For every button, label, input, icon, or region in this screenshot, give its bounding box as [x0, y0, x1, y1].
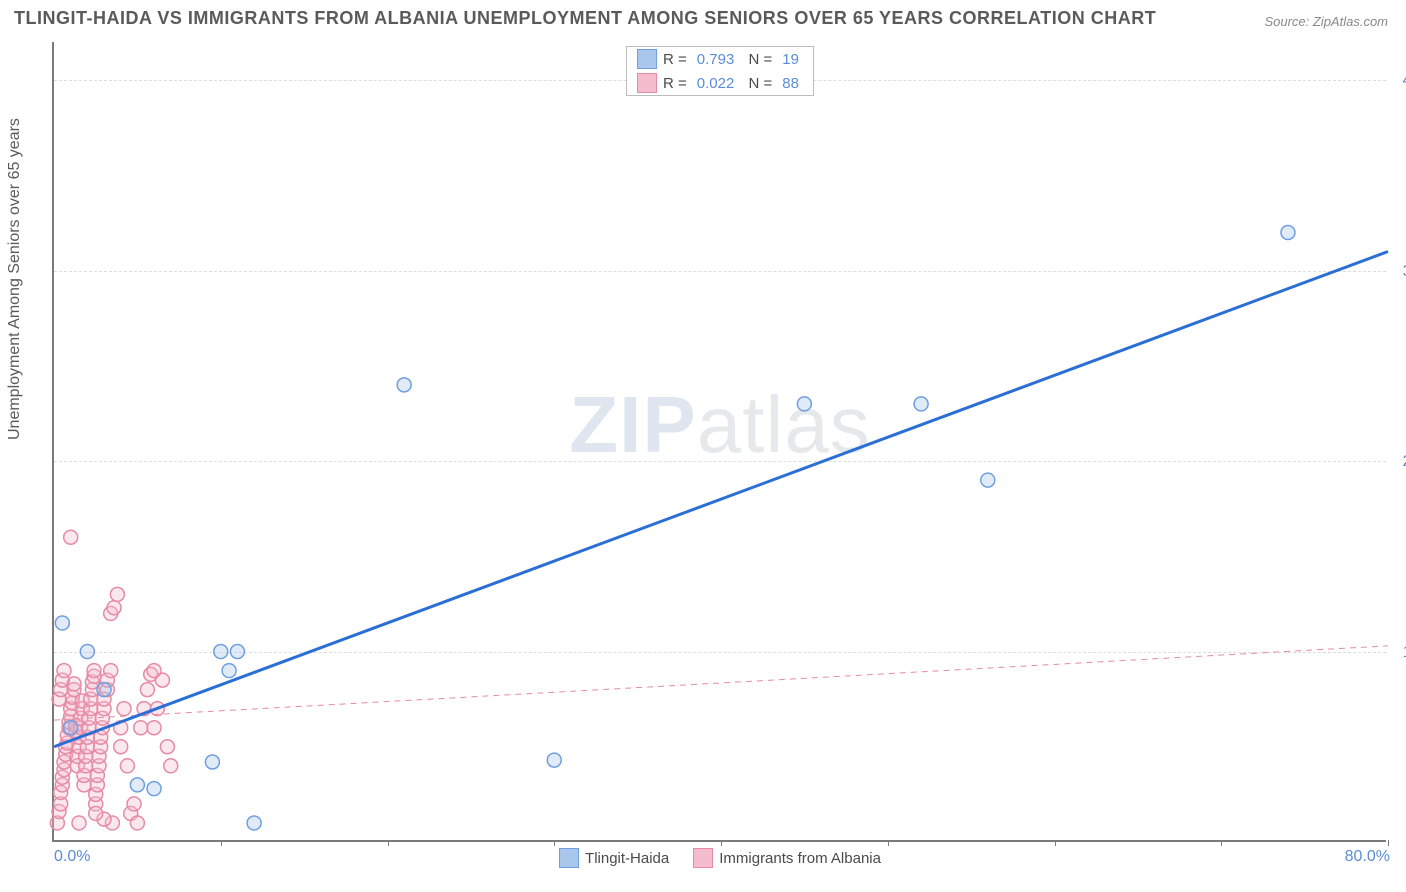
data-point [87, 664, 101, 678]
data-point [104, 664, 118, 678]
data-point [797, 397, 811, 411]
legend-swatch-0 [637, 49, 657, 69]
data-point [120, 759, 134, 773]
data-point [97, 683, 111, 697]
data-point [80, 645, 94, 659]
data-point [147, 721, 161, 735]
legend-r-value-1: 0.022 [697, 75, 735, 92]
y-tick-label: 40.0% [1403, 72, 1406, 90]
data-point [230, 645, 244, 659]
data-point [130, 778, 144, 792]
legend-item-0: Tlingit-Haida [559, 848, 669, 868]
data-point [110, 587, 124, 601]
x-tick [554, 840, 555, 846]
legend-n-label: N = [744, 75, 772, 92]
legend-label-0: Tlingit-Haida [585, 850, 669, 867]
plot-area: ZIPatlas 10.0%20.0%30.0%40.0% R = 0.793 … [52, 42, 1386, 842]
data-point [981, 473, 995, 487]
y-tick-label: 30.0% [1403, 263, 1406, 281]
y-axis-label: Unemployment Among Seniors over 65 years [6, 118, 24, 440]
data-point [127, 797, 141, 811]
data-point [64, 721, 78, 735]
legend-label-1: Immigrants from Albania [719, 850, 881, 867]
trend-line [54, 252, 1388, 747]
data-point [164, 759, 178, 773]
x-tick [721, 840, 722, 846]
data-point [117, 702, 131, 716]
data-point [130, 816, 144, 830]
data-point [57, 664, 71, 678]
legend-swatch-bottom-1 [693, 848, 713, 868]
data-point [247, 816, 261, 830]
x-axis-origin-label: 0.0% [54, 848, 90, 866]
data-point [214, 645, 228, 659]
data-point [140, 683, 154, 697]
legend-n-label: N = [744, 51, 772, 68]
legend-row-series-0: R = 0.793 N = 19 [627, 47, 813, 71]
x-tick [1055, 840, 1056, 846]
data-point [147, 664, 161, 678]
data-point [205, 755, 219, 769]
data-point [72, 816, 86, 830]
data-point [914, 397, 928, 411]
chart-title: TLINGIT-HAIDA VS IMMIGRANTS FROM ALBANIA… [14, 8, 1156, 29]
legend-n-value-0: 19 [782, 51, 799, 68]
data-point [547, 753, 561, 767]
x-tick [1221, 840, 1222, 846]
data-point [89, 806, 103, 820]
legend-item-1: Immigrants from Albania [693, 848, 881, 868]
correlation-legend: R = 0.793 N = 19 R = 0.022 N = 88 [626, 46, 814, 96]
y-tick-label: 20.0% [1403, 453, 1406, 471]
x-axis-max-label: 80.0% [1345, 848, 1390, 866]
legend-r-value-0: 0.793 [697, 51, 735, 68]
legend-r-label: R = [663, 75, 687, 92]
data-point [147, 782, 161, 796]
data-point [64, 530, 78, 544]
x-tick [388, 840, 389, 846]
data-point [107, 601, 121, 615]
data-point [397, 378, 411, 392]
legend-swatch-1 [637, 73, 657, 93]
data-point [160, 740, 174, 754]
data-point [55, 616, 69, 630]
series-legend: Tlingit-Haida Immigrants from Albania [559, 848, 881, 868]
source-attribution: Source: ZipAtlas.com [1264, 14, 1388, 29]
x-tick [888, 840, 889, 846]
data-point [114, 740, 128, 754]
x-tick [221, 840, 222, 846]
legend-n-value-1: 88 [782, 75, 799, 92]
data-point [222, 664, 236, 678]
x-tick [1388, 840, 1389, 846]
data-point [1281, 225, 1295, 239]
legend-swatch-bottom-0 [559, 848, 579, 868]
trend-line [54, 646, 1388, 720]
y-tick-label: 10.0% [1403, 644, 1406, 662]
legend-row-series-1: R = 0.022 N = 88 [627, 71, 813, 95]
scatter-overlay [54, 42, 1386, 840]
legend-r-label: R = [663, 51, 687, 68]
data-point [134, 721, 148, 735]
